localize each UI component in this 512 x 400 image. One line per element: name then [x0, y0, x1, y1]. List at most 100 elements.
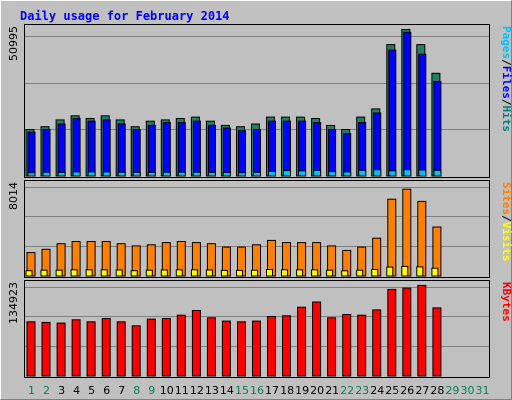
x-tick-label-day-30: 30 — [461, 384, 475, 397]
legend: KBytes — [500, 282, 512, 322]
bar-visits-day-26 — [402, 188, 412, 277]
panel-border — [24, 24, 490, 178]
bar-sites-day-14 — [220, 269, 228, 277]
bar-files-day-21 — [328, 129, 337, 177]
bar-files-day-14 — [222, 127, 231, 177]
bar-pages-day-5 — [87, 171, 96, 177]
bar-files-day-10 — [162, 122, 171, 177]
x-tick-label-day-1: 1 — [28, 384, 35, 397]
x-tick-label-day-26: 26 — [400, 384, 414, 397]
bar-sites-day-18 — [281, 269, 288, 277]
bar-kbytes-day-23 — [357, 314, 367, 377]
bar-files-day-12 — [192, 120, 201, 177]
bar-pages-day-26 — [403, 169, 412, 177]
series-files — [27, 31, 442, 177]
bar-pages-day-14 — [222, 171, 231, 177]
bar-sites-day-3 — [55, 269, 63, 277]
bar-pages-day-25 — [388, 170, 397, 177]
bar-files-day-20 — [313, 122, 322, 177]
bar-kbytes-day-13 — [206, 317, 216, 377]
x-tick-label-day-12: 12 — [190, 384, 204, 397]
bar-kbytes-day-18 — [282, 315, 291, 377]
panel-border — [24, 180, 490, 278]
bar-pages-day-22 — [343, 171, 352, 177]
x-tick-label-day-28: 28 — [430, 384, 444, 397]
bar-pages-day-15 — [238, 172, 246, 177]
legend-item: Sites — [500, 182, 512, 215]
bar-files-day-17 — [268, 120, 276, 177]
bar-sites-day-7 — [115, 269, 123, 277]
bar-pages-day-1 — [27, 172, 36, 177]
bar-pages-day-27 — [418, 169, 427, 177]
x-tick-label-day-10: 10 — [160, 384, 174, 397]
bar-kbytes-day-1 — [26, 321, 36, 377]
bar-kbytes-day-10 — [161, 318, 171, 377]
x-tick-label-day-15: 15 — [235, 384, 249, 397]
bar-files-day-27 — [418, 53, 427, 177]
bar-files-day-13 — [207, 124, 216, 177]
bar-pages-day-13 — [207, 171, 216, 177]
bar-sites-day-15 — [236, 269, 243, 277]
bar-pages-day-24 — [373, 169, 382, 177]
legend-item: Files — [500, 66, 512, 99]
bar-sites-day-2 — [40, 269, 48, 277]
x-tick-label-day-4: 4 — [73, 384, 80, 397]
bar-kbytes-day-6 — [101, 318, 111, 377]
series-visits — [26, 188, 442, 277]
bar-pages-day-3 — [57, 171, 66, 177]
x-tick-label-day-11: 11 — [175, 384, 189, 397]
bar-pages-day-9 — [147, 171, 156, 177]
bar-sites-day-1 — [25, 270, 33, 277]
bar-kbytes-day-17 — [267, 316, 276, 377]
x-tick-label-day-21: 21 — [325, 384, 339, 397]
bar-sites-day-16 — [251, 269, 258, 277]
bar-files-day-19 — [298, 120, 307, 177]
bar-files-day-3 — [57, 123, 66, 177]
bar-pages-day-10 — [162, 171, 171, 177]
y-max-label: 134923 — [7, 282, 20, 324]
bar-pages-day-7 — [117, 171, 126, 177]
series-kbytes — [26, 284, 442, 377]
bar-visits-day-27 — [417, 200, 427, 277]
bar-files-day-16 — [253, 129, 261, 177]
x-tick-label-day-2: 2 — [43, 384, 50, 397]
x-tick-label-day-22: 22 — [340, 384, 354, 397]
series-sites — [25, 265, 439, 277]
bar-pages-day-17 — [268, 170, 276, 177]
bar-pages-day-12 — [192, 171, 201, 177]
bar-kbytes-day-5 — [86, 321, 96, 377]
bar-sites-day-5 — [85, 269, 93, 277]
bar-pages-day-8 — [132, 171, 141, 177]
bar-files-day-5 — [87, 120, 96, 177]
legend-item: Hits — [500, 106, 512, 133]
legend-item: Pages — [500, 26, 512, 59]
x-tick-label-day-9: 9 — [148, 384, 155, 397]
bar-sites-day-9 — [145, 269, 153, 277]
bar-sites-day-17 — [266, 269, 273, 277]
bar-kbytes-day-11 — [176, 314, 186, 377]
bar-kbytes-day-3 — [56, 322, 66, 377]
bar-files-day-11 — [177, 122, 186, 177]
bar-pages-day-19 — [298, 170, 307, 177]
bar-pages-day-6 — [102, 171, 111, 177]
bar-kbytes-day-4 — [71, 319, 81, 377]
bar-sites-day-21 — [326, 269, 334, 277]
bar-sites-day-6 — [100, 269, 108, 277]
bar-files-day-28 — [433, 81, 442, 177]
x-tick-label-day-17: 17 — [265, 384, 279, 397]
bar-kbytes-day-16 — [252, 320, 261, 377]
bar-sites-day-11 — [175, 269, 183, 277]
legend-item: / — [500, 99, 512, 106]
bar-kbytes-day-24 — [372, 309, 382, 377]
bar-pages-day-2 — [42, 171, 51, 177]
x-tick-label-day-23: 23 — [355, 384, 369, 397]
x-tick-label-day-20: 20 — [310, 384, 324, 397]
bar-files-day-9 — [147, 124, 156, 177]
bar-sites-day-13 — [205, 269, 213, 277]
legend-item: Visits — [500, 222, 512, 262]
bar-sites-day-8 — [130, 270, 138, 277]
bar-pages-day-11 — [177, 171, 186, 177]
x-tick-label-day-25: 25 — [385, 384, 399, 397]
